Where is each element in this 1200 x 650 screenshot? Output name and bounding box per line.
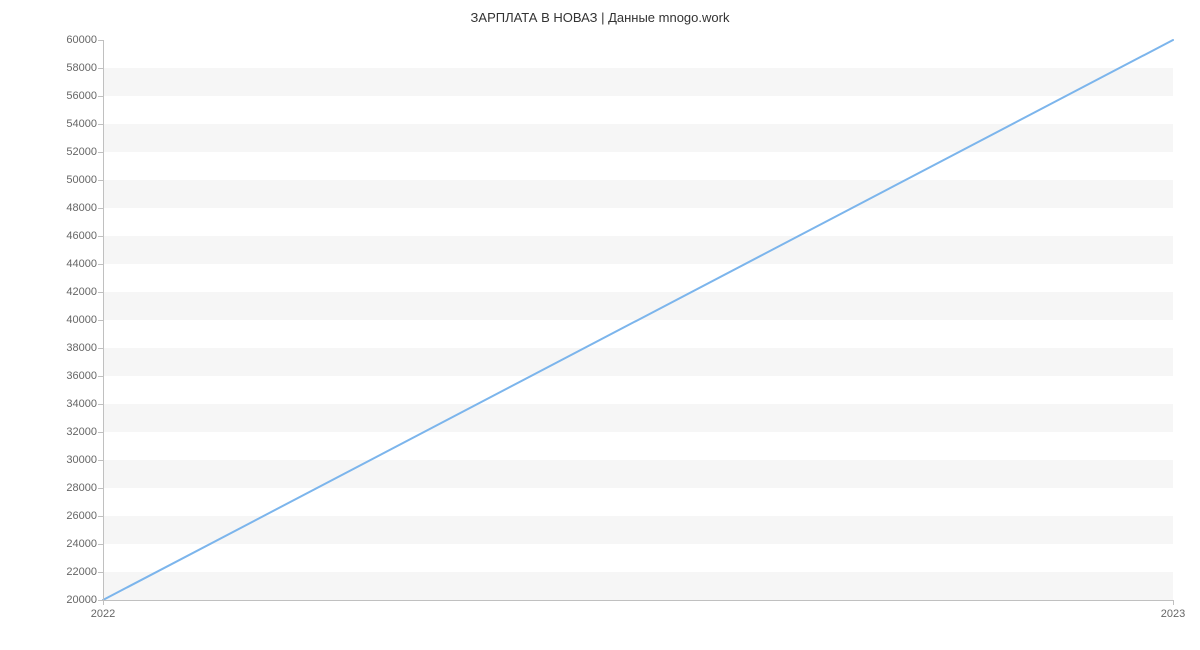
- y-tick-label: 26000: [66, 510, 97, 522]
- x-tick: [103, 600, 104, 605]
- y-tick-label: 34000: [66, 398, 97, 410]
- x-tick-label: 2023: [1161, 608, 1185, 620]
- y-tick-label: 46000: [66, 230, 97, 242]
- y-tick-label: 50000: [66, 174, 97, 186]
- plot-area: 2000022000240002600028000300003200034000…: [103, 40, 1173, 600]
- y-tick-label: 40000: [66, 314, 97, 326]
- y-tick-label: 32000: [66, 426, 97, 438]
- chart-title: ЗАРПЛАТА В НОВАЗ | Данные mnogo.work: [0, 10, 1200, 25]
- y-tick-label: 22000: [66, 566, 97, 578]
- y-tick-label: 48000: [66, 202, 97, 214]
- x-tick-label: 2022: [91, 608, 115, 620]
- y-tick-label: 42000: [66, 286, 97, 298]
- y-tick-label: 44000: [66, 258, 97, 270]
- y-tick-label: 36000: [66, 370, 97, 382]
- y-tick-label: 60000: [66, 34, 97, 46]
- x-axis-line: [103, 600, 1173, 601]
- y-tick-label: 28000: [66, 482, 97, 494]
- y-tick-label: 56000: [66, 90, 97, 102]
- y-tick-label: 38000: [66, 342, 97, 354]
- series-line: [103, 40, 1173, 600]
- y-tick-label: 24000: [66, 538, 97, 550]
- y-tick-label: 52000: [66, 146, 97, 158]
- y-axis-line: [103, 40, 104, 600]
- x-tick: [1173, 600, 1174, 605]
- y-tick-label: 20000: [66, 594, 97, 606]
- y-tick-label: 30000: [66, 454, 97, 466]
- y-tick-label: 54000: [66, 118, 97, 130]
- line-layer: [103, 40, 1173, 600]
- y-tick-label: 58000: [66, 62, 97, 74]
